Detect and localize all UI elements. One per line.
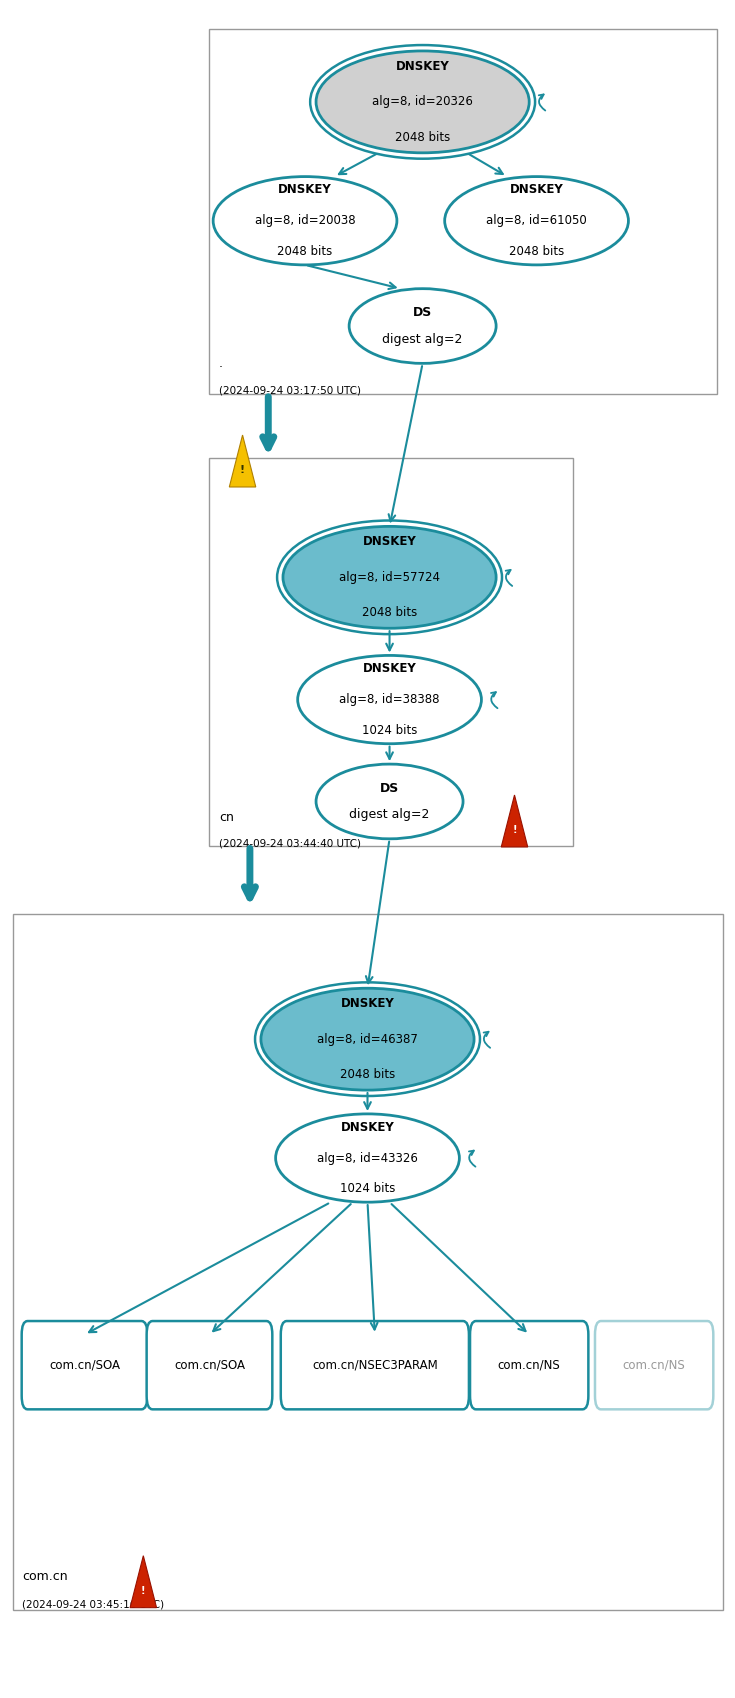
Text: .: . <box>219 357 223 370</box>
Text: cn: cn <box>219 810 234 824</box>
Text: digest alg=2: digest alg=2 <box>349 808 430 822</box>
Text: alg=8, id=57724: alg=8, id=57724 <box>339 571 440 584</box>
Text: digest alg=2: digest alg=2 <box>382 333 463 346</box>
Polygon shape <box>501 795 528 847</box>
Text: alg=8, id=46387: alg=8, id=46387 <box>317 1032 418 1046</box>
Bar <box>209 458 573 846</box>
Text: 2048 bits: 2048 bits <box>340 1068 395 1082</box>
Text: (2024-09-24 03:45:16 UTC): (2024-09-24 03:45:16 UTC) <box>22 1600 164 1610</box>
FancyBboxPatch shape <box>22 1321 147 1409</box>
Text: DNSKEY: DNSKEY <box>340 1121 395 1134</box>
Ellipse shape <box>316 51 529 153</box>
Text: DS: DS <box>413 306 432 319</box>
Bar <box>209 29 717 394</box>
Text: DNSKEY: DNSKEY <box>362 662 417 676</box>
FancyBboxPatch shape <box>281 1321 469 1409</box>
Ellipse shape <box>261 988 474 1090</box>
Text: 2048 bits: 2048 bits <box>509 245 564 258</box>
Text: DNSKEY: DNSKEY <box>278 183 332 197</box>
Text: alg=8, id=38388: alg=8, id=38388 <box>340 693 440 706</box>
Text: (2024-09-24 03:44:40 UTC): (2024-09-24 03:44:40 UTC) <box>219 839 361 849</box>
Bar <box>13 914 723 1610</box>
Ellipse shape <box>445 177 628 265</box>
Text: 1024 bits: 1024 bits <box>340 1182 395 1195</box>
Text: DNSKEY: DNSKEY <box>395 59 450 73</box>
Text: com.cn/SOA: com.cn/SOA <box>174 1358 245 1372</box>
Ellipse shape <box>283 526 496 628</box>
Text: DS: DS <box>380 781 399 795</box>
FancyBboxPatch shape <box>146 1321 272 1409</box>
Polygon shape <box>229 435 256 487</box>
Text: !: ! <box>141 1586 146 1596</box>
Text: com.cn/NSEC3PARAM: com.cn/NSEC3PARAM <box>312 1358 438 1372</box>
Text: !: ! <box>512 825 517 835</box>
Text: 1024 bits: 1024 bits <box>362 723 417 737</box>
Text: com.cn/NS: com.cn/NS <box>498 1358 561 1372</box>
Ellipse shape <box>298 655 481 744</box>
Text: (2024-09-24 03:17:50 UTC): (2024-09-24 03:17:50 UTC) <box>219 385 361 396</box>
Text: !: ! <box>240 465 245 475</box>
Text: 2048 bits: 2048 bits <box>362 606 417 620</box>
Ellipse shape <box>349 289 496 363</box>
Text: DNSKEY: DNSKEY <box>509 183 564 197</box>
Text: DNSKEY: DNSKEY <box>340 997 395 1010</box>
FancyBboxPatch shape <box>595 1321 713 1409</box>
FancyBboxPatch shape <box>470 1321 588 1409</box>
Text: com.cn: com.cn <box>22 1569 68 1583</box>
Ellipse shape <box>276 1114 459 1202</box>
Text: alg=8, id=20326: alg=8, id=20326 <box>372 95 473 109</box>
Text: DNSKEY: DNSKEY <box>362 535 417 548</box>
Text: alg=8, id=20038: alg=8, id=20038 <box>255 214 355 228</box>
Text: alg=8, id=43326: alg=8, id=43326 <box>317 1151 418 1165</box>
Text: 2048 bits: 2048 bits <box>395 131 451 144</box>
Text: alg=8, id=61050: alg=8, id=61050 <box>486 214 587 228</box>
Text: com.cn/NS: com.cn/NS <box>623 1358 686 1372</box>
Text: 2048 bits: 2048 bits <box>277 245 333 258</box>
Polygon shape <box>130 1555 157 1608</box>
Ellipse shape <box>213 177 397 265</box>
Ellipse shape <box>316 764 463 839</box>
Text: com.cn/SOA: com.cn/SOA <box>49 1358 120 1372</box>
